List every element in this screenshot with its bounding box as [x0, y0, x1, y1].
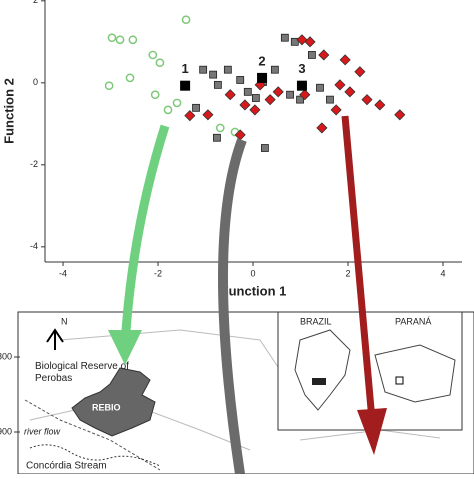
point-diamond: [184, 110, 196, 122]
centroid-label: 2: [258, 53, 265, 68]
y-tick-label: -2: [30, 159, 38, 169]
stream: [29, 444, 161, 467]
point-square: [280, 33, 289, 42]
centroid: [257, 72, 268, 83]
point-circle: [181, 15, 191, 25]
point-square: [308, 51, 316, 59]
point-circle: [155, 58, 165, 68]
point-square: [192, 103, 200, 112]
point-diamond: [264, 94, 276, 106]
point-diamond: [330, 104, 342, 116]
point-square: [290, 37, 299, 46]
point-square: [260, 144, 269, 152]
point-diamond: [318, 49, 330, 61]
x-tick-label: 2: [346, 268, 351, 278]
point-diamond: [316, 122, 328, 134]
arrow-group-2: [217, 138, 247, 475]
north-label: N: [61, 316, 68, 326]
point-square: [326, 95, 334, 104]
parana-shape: [374, 344, 456, 403]
y-tick-label: 0: [33, 77, 38, 87]
reserve-locator: [395, 376, 404, 385]
x-tick-label: -4: [59, 268, 67, 278]
reserve-label: Biological Reserve of Perobas: [35, 361, 129, 384]
lat-tick-label: -23.800: [0, 351, 12, 361]
point-circle: [172, 98, 182, 108]
inset-country: BRAZIL: [300, 316, 332, 326]
point-square: [213, 133, 221, 142]
y-tick-label: 2: [33, 0, 38, 5]
x-tick-label: 0: [251, 268, 256, 278]
point-circle: [150, 90, 160, 100]
river-flow-label: river flow: [24, 426, 61, 436]
point-circle: [107, 33, 117, 43]
stream-label: Concórdia Stream: [26, 461, 107, 472]
river: [24, 399, 161, 471]
x-axis-title: Function 1: [221, 283, 287, 298]
point-diamond: [224, 89, 236, 101]
y-tick-label: -4: [30, 241, 38, 251]
y-axis-title: Function 2: [1, 78, 16, 144]
centroid: [180, 80, 191, 91]
point-diamond: [354, 66, 366, 78]
rebio-label: REBIO: [92, 402, 121, 412]
centroid-label: 3: [298, 61, 305, 76]
point-circle: [125, 73, 135, 83]
centroid-label: 1: [181, 61, 188, 76]
point-diamond: [299, 89, 311, 101]
x-tick-label: 4: [440, 268, 445, 278]
arrow-head-3: [357, 408, 387, 455]
point-circle: [128, 35, 138, 45]
point-circle: [115, 35, 125, 45]
lat-tick-label: -23.900: [0, 426, 12, 436]
north-arrow: [46, 328, 64, 350]
point-square: [270, 65, 279, 74]
point-square: [316, 83, 324, 92]
reserve-area: [71, 367, 156, 437]
point-diamond: [394, 109, 406, 121]
point-circle: [104, 81, 114, 91]
point-circle: [163, 105, 173, 115]
point-diamond: [296, 34, 308, 46]
point-diamond: [334, 79, 346, 91]
point-square: [199, 65, 208, 74]
point-diamond: [374, 99, 386, 111]
point-square: [243, 87, 252, 96]
arrow-head-1: [108, 330, 142, 365]
point-square: [236, 76, 245, 84]
point-circle: [148, 50, 158, 60]
inset-state: PARANÁ: [395, 316, 431, 326]
point-square: [296, 95, 304, 104]
point-diamond: [272, 86, 284, 98]
point-diamond: [339, 54, 351, 66]
point-square: [286, 90, 294, 99]
point-square: [223, 65, 232, 74]
brazil-shape: [294, 329, 351, 411]
centroid: [296, 80, 307, 91]
x-tick-label: -2: [154, 268, 162, 278]
point-diamond: [344, 86, 356, 98]
parana-highlight: [312, 378, 326, 385]
point-diamond: [249, 104, 261, 116]
point-square: [209, 70, 218, 79]
point-diamond: [239, 99, 251, 111]
arrow-group-3: [341, 115, 376, 421]
scatter-chart: -4 -2 0 2 4 -4 -2 0 2 Function 1 Function 2 1 2 3: [1, 0, 462, 298]
point-diamond: [202, 109, 214, 121]
arrow-group-1: [120, 124, 170, 346]
point-diamond: [361, 94, 373, 106]
point-diamond: [304, 36, 316, 48]
point-square: [251, 94, 260, 102]
point-circle: [215, 123, 225, 133]
point-square: [213, 80, 222, 89]
